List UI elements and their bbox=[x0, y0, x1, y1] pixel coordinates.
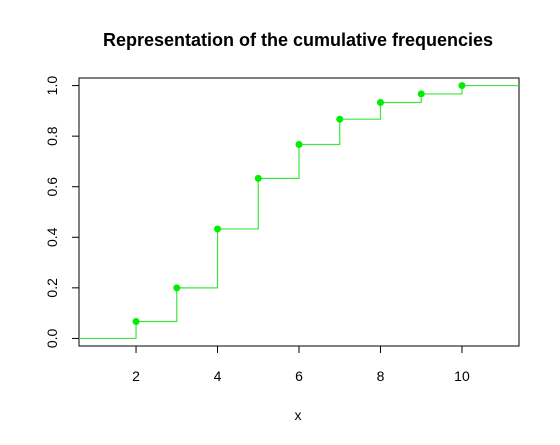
x-tick-label: 4 bbox=[214, 368, 222, 384]
y-axis: 0.0 0.2 0.4 0.6 0.8 1.0 bbox=[44, 76, 79, 348]
data-point bbox=[376, 99, 384, 107]
x-axis-label: x bbox=[295, 407, 302, 423]
y-tick-label: 1.0 bbox=[44, 76, 60, 96]
x-tick-label: 8 bbox=[377, 368, 385, 384]
data-point bbox=[336, 115, 344, 123]
x-tick-label: 10 bbox=[454, 368, 470, 384]
x-tick-label: 6 bbox=[295, 368, 303, 384]
data-point bbox=[458, 82, 466, 90]
data-point bbox=[132, 317, 140, 325]
y-tick-label: 0.6 bbox=[44, 177, 60, 197]
x-tick-label: 2 bbox=[132, 368, 140, 384]
y-tick-label: 0.0 bbox=[44, 328, 60, 348]
y-tick-label: 0.4 bbox=[44, 227, 60, 247]
data-point bbox=[173, 284, 181, 292]
data-point-group bbox=[132, 82, 466, 325]
y-tick-label: 0.2 bbox=[44, 278, 60, 298]
x-axis: 2 4 6 8 10 bbox=[132, 346, 470, 384]
data-point bbox=[214, 225, 222, 233]
data-point bbox=[417, 90, 425, 98]
data-point bbox=[295, 140, 303, 148]
data-point bbox=[254, 174, 262, 182]
y-tick-label: 0.8 bbox=[44, 126, 60, 146]
chart-title: Representation of the cumulative frequen… bbox=[103, 30, 493, 50]
